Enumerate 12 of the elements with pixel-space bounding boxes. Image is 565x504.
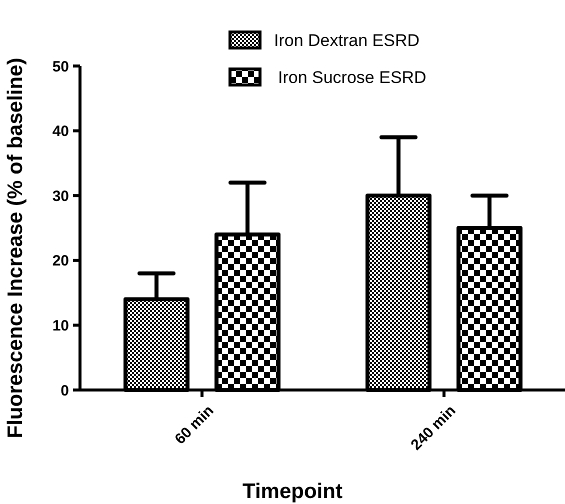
x-tick-label: 60 min: [172, 402, 218, 448]
legend-label: Iron Sucrose ESRD: [278, 68, 426, 87]
y-tick-label: 30: [52, 188, 69, 205]
y-tick-label: 10: [52, 317, 69, 334]
legend-label: Iron Dextran ESRD: [274, 30, 420, 50]
y-tick-label: 0: [60, 382, 69, 400]
x-axis-title: Timepoint: [242, 480, 342, 503]
y-tick-label: 20: [52, 252, 69, 270]
y-tick-label: 40: [52, 123, 69, 140]
y-axis-title: Fluorescence Increase (% of baseline): [4, 58, 27, 438]
x-tick-label: 240 min: [408, 402, 460, 454]
y-tick-label: 50: [52, 58, 69, 76]
